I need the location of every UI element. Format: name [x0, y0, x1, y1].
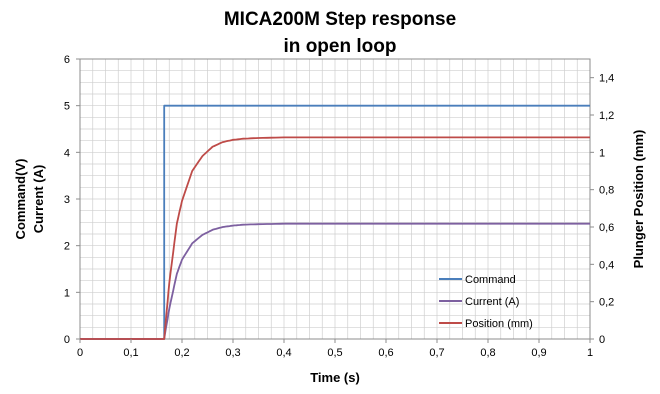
legend-label-command: Command [465, 274, 516, 286]
x-axis-label: Time (s) [310, 370, 360, 385]
right-y-tick-label: 0 [599, 334, 605, 346]
left-y-tick-label: 0 [64, 334, 70, 346]
x-tick-label: 0,5 [327, 347, 342, 359]
left-y-tick-label: 1 [64, 287, 70, 299]
left-y-axis-label-line-2: Current (A) [31, 165, 46, 234]
legend-label-current: Current (A) [465, 296, 519, 308]
x-tick-label: 0,9 [531, 347, 546, 359]
left-y-tick-label: 2 [64, 241, 70, 253]
right-y-axis-label: Plunger Position (mm) [631, 130, 646, 269]
x-tick-label: 0,1 [123, 347, 138, 359]
x-tick-label: 0,6 [378, 347, 393, 359]
x-tick-label: 0 [77, 347, 83, 359]
legend-item-position: Position (mm) [439, 318, 533, 330]
series-line-position-mm [80, 136, 590, 340]
right-y-tick-label: 0,4 [599, 259, 614, 271]
right-y-tick-label: 1,2 [599, 110, 614, 122]
legend-item-command: Command [439, 274, 516, 286]
chart-title-line-2: in open loop [284, 36, 397, 57]
left-y-tick-label: 4 [64, 147, 70, 159]
left-y-axis-label-line-1: Command(V) [13, 159, 28, 240]
x-tick-label: 0,7 [429, 347, 444, 359]
x-tick-label: 0,8 [480, 347, 495, 359]
axes: 0 0,1 0,2 0,3 0,4 0,5 0,6 0,7 0,8 0,9 1012345600,2… [64, 54, 614, 359]
left-y-tick-label: 5 [64, 101, 70, 113]
right-y-tick-label: 0,6 [599, 222, 614, 234]
left-y-tick-label: 6 [64, 54, 70, 66]
left-y-tick-label: 3 [64, 194, 70, 206]
series-line-current-a [80, 222, 590, 340]
legend-item-current: Current (A) [439, 296, 519, 308]
legend-label-position: Position (mm) [465, 318, 533, 330]
legend: Command Current (A) Position (mm) [439, 274, 533, 330]
chart-title-line-1: MICA200M Step response [224, 9, 456, 30]
series-lines [80, 104, 590, 340]
x-tick-label: 1 [587, 347, 593, 359]
right-y-tick-label: 0,2 [599, 297, 614, 309]
right-y-tick-label: 0,8 [599, 185, 614, 197]
right-y-tick-label: 1,4 [599, 73, 614, 85]
right-y-tick-label: 1 [599, 147, 605, 159]
x-tick-label: 0,4 [276, 347, 291, 359]
x-tick-label: 0,2 [174, 347, 189, 359]
x-tick-label: 0,3 [225, 347, 240, 359]
